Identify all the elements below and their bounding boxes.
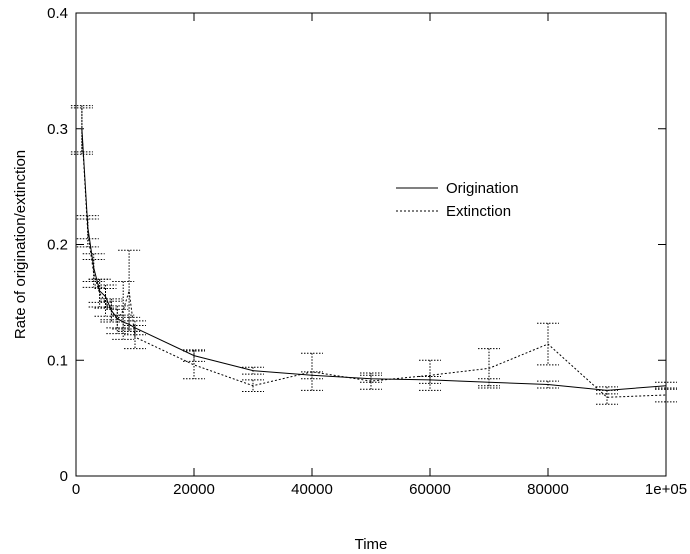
error-bar [124,320,146,336]
series-line [81,131,667,398]
error-bar [100,298,123,323]
error-bar [419,359,441,391]
error-bar [106,305,129,335]
error-bar [88,278,111,308]
error-bar [655,381,677,390]
y-tick-label: 0.4 [47,5,68,22]
error-bar [76,218,99,248]
error-bar [70,105,93,153]
error-bar [537,380,559,389]
error-bar [124,325,146,350]
error-bar [82,253,105,283]
y-tick-label: 0.2 [47,237,68,254]
error-bar [537,322,559,366]
series-line [81,128,667,391]
plot-frame [75,12,667,477]
series-origination [70,105,677,395]
error-bar [242,366,264,375]
plot-border [75,12,667,477]
y-axis-label: Rate of origination/extinction [12,150,29,339]
x-axis: 0 20000 40000 60000 80000 1e+05 [72,13,687,498]
legend: Origination Extinction [396,180,519,220]
error-bar [94,287,117,317]
x-tick-label: 0 [72,481,80,498]
error-bar [118,249,141,332]
x-tick-label: 60000 [409,481,451,498]
x-tick-label: 20000 [173,481,215,498]
error-bar [242,379,264,393]
error-bar [183,350,205,380]
y-tick-label: 0.3 [47,121,68,138]
error-bar [70,107,93,155]
x-tick-label: 1e+05 [645,481,687,498]
x-tick-label: 40000 [291,481,333,498]
error-bar [112,314,135,330]
error-bar [596,389,618,405]
y-tick-label: 0 [60,468,68,485]
error-bar [112,281,135,340]
error-bar [183,349,205,362]
y-tick-label: 0.1 [47,352,68,369]
error-bar [82,259,105,288]
series-extinction [70,107,677,405]
error-bar [301,352,323,391]
error-bar [655,387,677,403]
series-layer [70,105,677,405]
legend-label: Extinction [446,203,511,220]
y-axis: 0 0.1 0.2 0.3 0.4 [47,5,666,485]
error-bar [360,372,382,390]
x-tick-label: 80000 [527,481,569,498]
legend-label: Origination [446,180,519,197]
x-axis-label: Time [355,536,388,553]
error-bar [478,348,500,389]
